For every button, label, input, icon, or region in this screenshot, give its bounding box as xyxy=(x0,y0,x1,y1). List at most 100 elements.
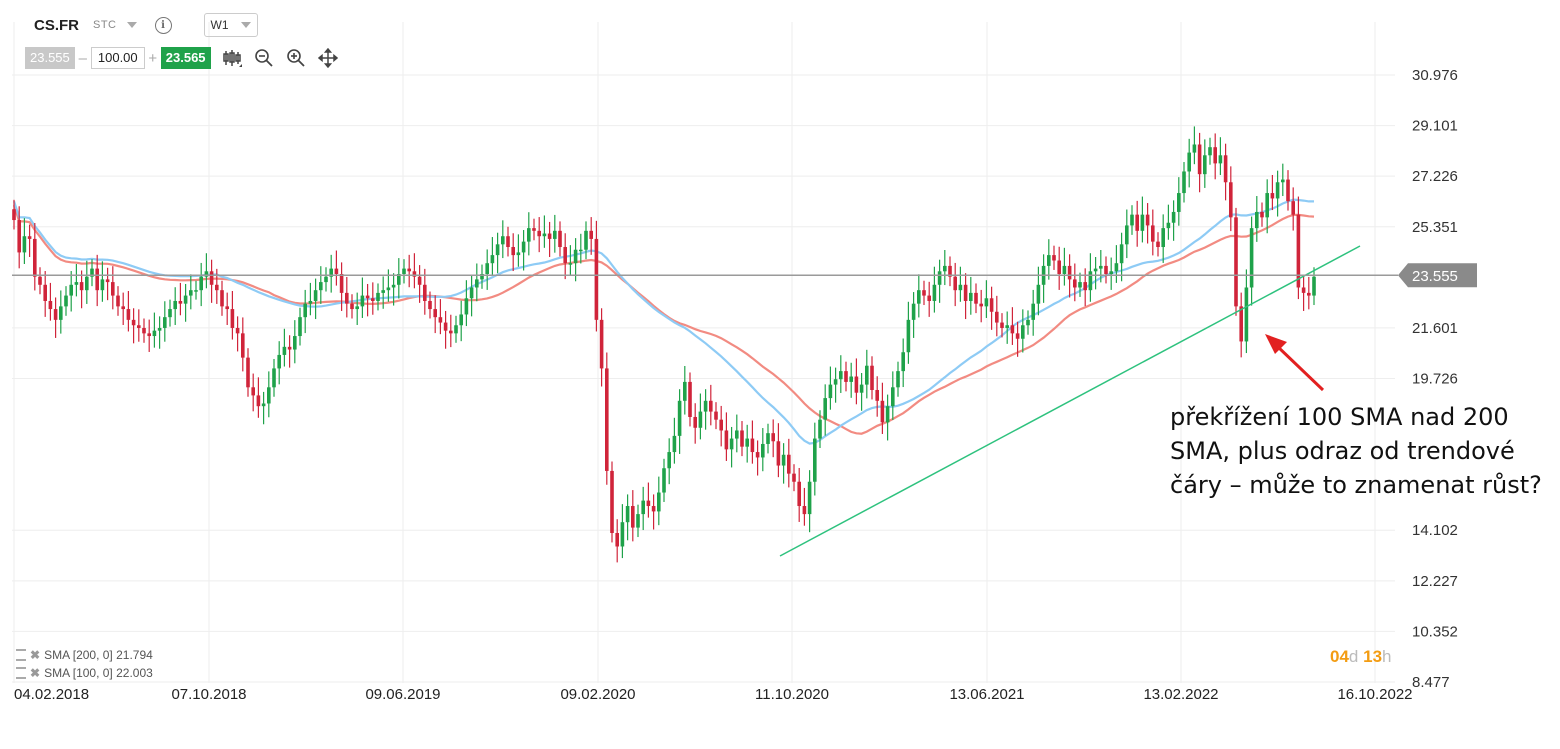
legend-item-sma200[interactable]: ✖ SMA [200, 0] 21.794 xyxy=(16,646,153,664)
candle xyxy=(1151,225,1155,242)
candle xyxy=(553,230,557,239)
candle xyxy=(287,346,292,350)
candle xyxy=(787,454,791,474)
candle xyxy=(131,319,136,326)
instrument-header: CS.FR STC i W1 xyxy=(34,12,258,38)
candle xyxy=(407,268,411,272)
candle xyxy=(1166,222,1171,229)
candle xyxy=(485,263,489,274)
candle xyxy=(402,268,406,274)
candle xyxy=(163,317,167,328)
chevron-down-icon xyxy=(240,22,251,28)
candle xyxy=(256,395,261,407)
candle xyxy=(1083,282,1087,291)
chevron-down-icon[interactable] xyxy=(126,22,137,28)
candle xyxy=(1104,265,1108,274)
candle xyxy=(438,317,443,323)
info-icon[interactable]: i xyxy=(154,16,172,34)
candle xyxy=(953,276,957,291)
candle xyxy=(761,443,765,458)
candle xyxy=(116,295,120,307)
y-tick-label: 8.477 xyxy=(1412,674,1450,691)
candle xyxy=(771,433,775,442)
candle xyxy=(490,255,495,264)
candle xyxy=(807,481,812,515)
candle xyxy=(360,295,365,307)
candle xyxy=(428,300,432,310)
candle xyxy=(215,284,219,291)
candle xyxy=(1005,325,1009,328)
candle xyxy=(1301,287,1306,293)
candle xyxy=(974,292,978,304)
trendline[interactable] xyxy=(779,245,1361,557)
increase-quantity-button[interactable]: + xyxy=(148,49,158,67)
candle xyxy=(568,263,573,265)
candles-icon[interactable] xyxy=(221,47,243,69)
candle xyxy=(662,468,666,493)
candle xyxy=(293,336,297,350)
candle xyxy=(1010,325,1015,334)
candle xyxy=(183,295,188,304)
close-icon[interactable]: ✖ xyxy=(30,648,41,662)
zoom-in-icon[interactable] xyxy=(285,47,307,69)
timeframe-select[interactable]: W1 xyxy=(203,13,258,37)
candle xyxy=(355,306,359,310)
candle xyxy=(261,403,266,407)
settings-icon[interactable] xyxy=(16,667,26,679)
candle xyxy=(625,506,630,523)
candle xyxy=(906,319,911,353)
candle xyxy=(563,247,567,264)
candle xyxy=(781,454,786,466)
candle xyxy=(38,276,42,285)
close-icon[interactable]: ✖ xyxy=(30,666,41,680)
candle xyxy=(579,249,583,252)
candle xyxy=(209,271,214,285)
candle xyxy=(610,470,614,533)
candle xyxy=(412,271,417,277)
candle xyxy=(319,282,323,291)
candle xyxy=(137,325,141,328)
candle xyxy=(449,330,453,334)
candle xyxy=(282,346,287,355)
y-tick-label: 19.726 xyxy=(1412,371,1458,388)
x-tick-label: 09.06.2019 xyxy=(365,686,440,703)
legend-item-sma100[interactable]: ✖ SMA [100, 0] 22.003 xyxy=(16,664,153,682)
candle xyxy=(1177,193,1181,212)
candle xyxy=(194,290,198,292)
candle xyxy=(1000,322,1004,328)
quantity-input[interactable]: 100.00 xyxy=(90,47,145,69)
candle xyxy=(313,290,318,301)
candle xyxy=(59,306,63,320)
candle xyxy=(1307,292,1311,296)
candle xyxy=(792,473,796,482)
candle xyxy=(126,309,131,320)
candle xyxy=(1140,214,1145,231)
candle xyxy=(1067,265,1072,280)
sell-button[interactable]: 23.555 xyxy=(25,47,75,69)
candle xyxy=(833,379,838,385)
candle xyxy=(901,352,905,372)
move-icon[interactable] xyxy=(317,47,339,69)
candle xyxy=(433,309,437,318)
annotation-line: SMA, plus odraz od trendové xyxy=(1170,437,1515,465)
candle xyxy=(521,241,526,253)
candle xyxy=(667,452,671,469)
zoom-out-icon[interactable] xyxy=(253,47,275,69)
candle xyxy=(735,430,739,439)
candle xyxy=(537,230,541,237)
symbol-label: CS.FR xyxy=(34,16,79,34)
market-label[interactable]: STC xyxy=(93,19,117,31)
settings-icon[interactable] xyxy=(16,649,26,661)
buy-button[interactable]: 23.565 xyxy=(160,47,211,69)
candle xyxy=(417,276,422,285)
candle xyxy=(657,492,661,512)
x-tick-label: 16.10.2022 xyxy=(1337,686,1412,703)
candle xyxy=(381,290,385,293)
decrease-quantity-button[interactable]: – xyxy=(78,49,87,67)
candle xyxy=(703,400,708,412)
countdown-hours: 13 xyxy=(1363,647,1383,666)
candle xyxy=(121,306,125,310)
candle xyxy=(849,376,853,382)
